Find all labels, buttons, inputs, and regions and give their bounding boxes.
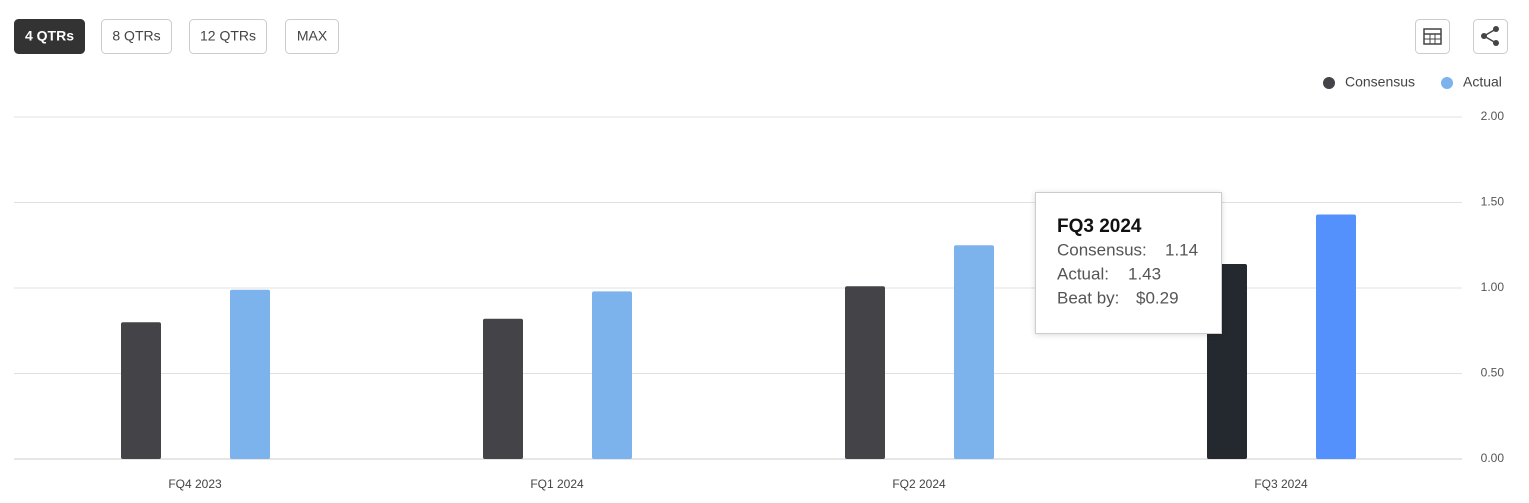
button-bg xyxy=(14,19,85,54)
tooltip-label: Actual: xyxy=(1057,264,1109,283)
button-label: MAX xyxy=(297,28,328,44)
period-button[interactable]: 12 QTRs xyxy=(189,19,267,54)
legend-marker xyxy=(1323,77,1335,89)
x-tick-label: FQ1 2024 xyxy=(530,477,584,491)
period-button[interactable]: 8 QTRs xyxy=(101,19,172,54)
tooltip-label: Consensus: xyxy=(1057,240,1147,259)
y-tick-label: 1.50 xyxy=(1481,195,1505,209)
tooltip-label: Beat by: xyxy=(1057,288,1119,307)
bar xyxy=(230,289,270,459)
bar xyxy=(592,291,632,459)
bar xyxy=(845,286,885,459)
bar xyxy=(483,318,523,459)
bar xyxy=(1316,214,1356,459)
x-tick-label: FQ2 2024 xyxy=(892,477,946,491)
tooltip-value: 1.14 xyxy=(1165,240,1198,259)
legend-label: Consensus xyxy=(1345,74,1415,90)
legend-label: Actual xyxy=(1463,74,1502,90)
button-bg xyxy=(285,19,339,54)
button-label: 8 QTRs xyxy=(112,28,160,44)
period-button[interactable]: MAX xyxy=(285,19,339,54)
y-tick-label: 0.50 xyxy=(1481,366,1505,380)
table-button[interactable] xyxy=(1415,19,1450,54)
x-tick-label: FQ3 2024 xyxy=(1254,477,1308,491)
bar xyxy=(954,245,994,459)
tooltip: FQ3 2024 Consensus: 1.14 Actual: 1.43 Beat by… xyxy=(1035,192,1222,334)
x-tick-label: FQ4 2023 xyxy=(168,477,222,491)
button-label: 12 QTRs xyxy=(200,28,256,44)
tooltip-value: $0.29 xyxy=(1136,288,1179,307)
button-bg xyxy=(189,19,267,54)
tooltip-box xyxy=(1035,192,1222,334)
button-label: 4 QTRs xyxy=(25,28,74,44)
tooltip-value: 1.43 xyxy=(1128,264,1161,283)
y-tick-label: 2.00 xyxy=(1481,109,1505,123)
legend-marker xyxy=(1441,77,1453,89)
y-tick-label: 0.00 xyxy=(1481,451,1505,465)
y-tick-label: 1.00 xyxy=(1481,280,1505,294)
button-bg xyxy=(101,19,172,54)
period-button[interactable]: 4 QTRs xyxy=(14,19,85,54)
share-button[interactable] xyxy=(1473,19,1508,54)
tooltip-title: FQ3 2024 xyxy=(1057,216,1142,237)
bar xyxy=(121,322,161,459)
